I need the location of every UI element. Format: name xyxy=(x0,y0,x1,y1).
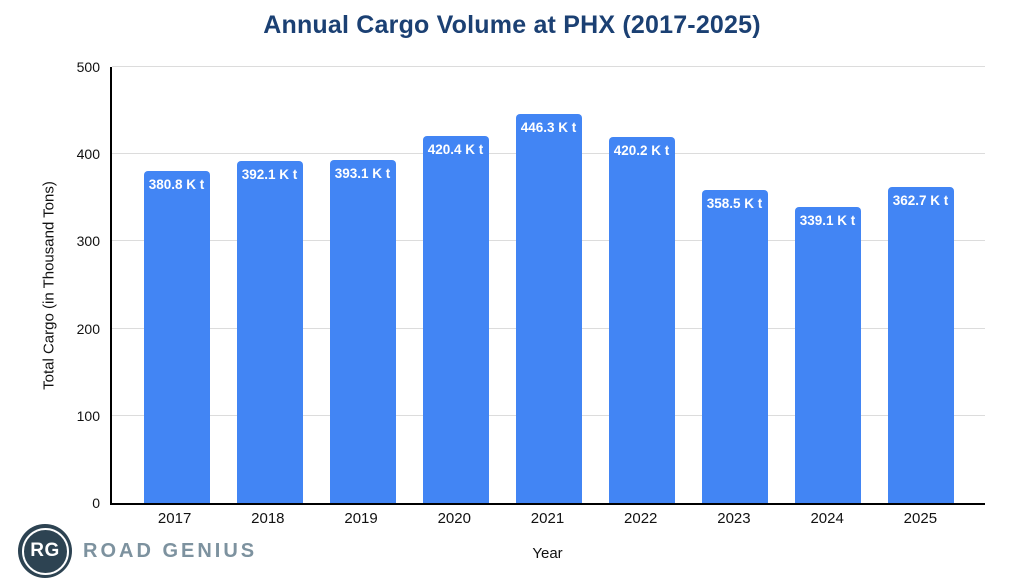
y-tick-label: 300 xyxy=(76,233,100,250)
x-tick-label: 2018 xyxy=(251,510,285,527)
bar-slot: 362.7 K t xyxy=(874,67,967,503)
bar-2017: 380.8 K t xyxy=(143,170,210,503)
x-tick-label: 2020 xyxy=(437,510,471,527)
bar-2023: 358.5 K t xyxy=(701,190,768,503)
x-axis-title: Year xyxy=(532,545,563,562)
x-tick-label: 2024 xyxy=(810,510,844,527)
bar-value-label: 420.4 K t xyxy=(427,142,484,158)
bar-value-label: 380.8 K t xyxy=(148,176,205,192)
bar-2020: 420.4 K t xyxy=(422,136,489,503)
gridline xyxy=(112,66,985,67)
x-tick-label: 2023 xyxy=(717,510,751,527)
x-tick-label: 2025 xyxy=(903,510,938,527)
y-axis-ticks: 0 100 200 300 400 500 xyxy=(0,59,100,511)
x-tick-label: 2022 xyxy=(624,510,658,527)
bar-value-label: 339.1 K t xyxy=(799,213,856,229)
x-tick-label: 2017 xyxy=(157,510,192,527)
x-tick-label: 2021 xyxy=(530,510,565,527)
bar-slot: 339.1 K t xyxy=(781,67,874,503)
road-genius-logo: RG ROAD GENIUS xyxy=(18,524,257,578)
chart-title: Annual Cargo Volume at PHX (2017-2025) xyxy=(263,11,761,39)
bar-2018: 392.1 K t xyxy=(236,161,303,503)
bar-value-label: 392.1 K t xyxy=(241,167,298,183)
rg-monogram-icon: RG xyxy=(18,524,72,578)
bar-value-label: 358.5 K t xyxy=(706,196,763,212)
rg-monogram-text: RG xyxy=(21,527,69,575)
bar-slot: 420.2 K t xyxy=(595,67,688,503)
logo-brand-text: ROAD GENIUS xyxy=(83,539,258,562)
bar-value-label: 420.2 K t xyxy=(613,142,670,158)
bar-slot: 358.5 K t xyxy=(688,67,781,503)
x-axis-ticks: 2017 2018 2019 2020 2021 2022 2023 2024 2025 xyxy=(110,510,985,527)
x-tick-label: 2019 xyxy=(344,510,378,527)
bars-layer: 380.8 K t 392.1 K t 393.1 K t 420.4 K t 446.… xyxy=(112,67,985,503)
bar-value-label: 446.3 K t xyxy=(520,119,577,135)
bar-slot: 380.8 K t xyxy=(130,67,223,503)
bar-2024: 339.1 K t xyxy=(794,207,861,503)
bar-2022: 420.2 K t xyxy=(608,136,675,503)
y-tick-label: 100 xyxy=(76,407,100,424)
y-tick-label: 500 xyxy=(76,59,100,75)
bar-slot: 392.1 K t xyxy=(223,67,316,503)
bar-slot: 446.3 K t xyxy=(502,67,595,503)
bar-slot: 393.1 K t xyxy=(316,67,409,503)
plot-area: 380.8 K t 392.1 K t 393.1 K t 420.4 K t 446.… xyxy=(110,66,985,505)
bar-slot: 420.4 K t xyxy=(409,67,502,503)
bar-2025: 362.7 K t xyxy=(887,186,954,503)
y-tick-label: 0 xyxy=(92,495,100,511)
y-tick-label: 200 xyxy=(76,320,100,337)
bar-2019: 393.1 K t xyxy=(329,160,396,503)
bar-2021: 446.3 K t xyxy=(515,113,582,503)
y-tick-label: 400 xyxy=(76,146,100,163)
bar-value-label: 393.1 K t xyxy=(334,166,391,182)
bar-value-label: 362.7 K t xyxy=(892,192,949,208)
